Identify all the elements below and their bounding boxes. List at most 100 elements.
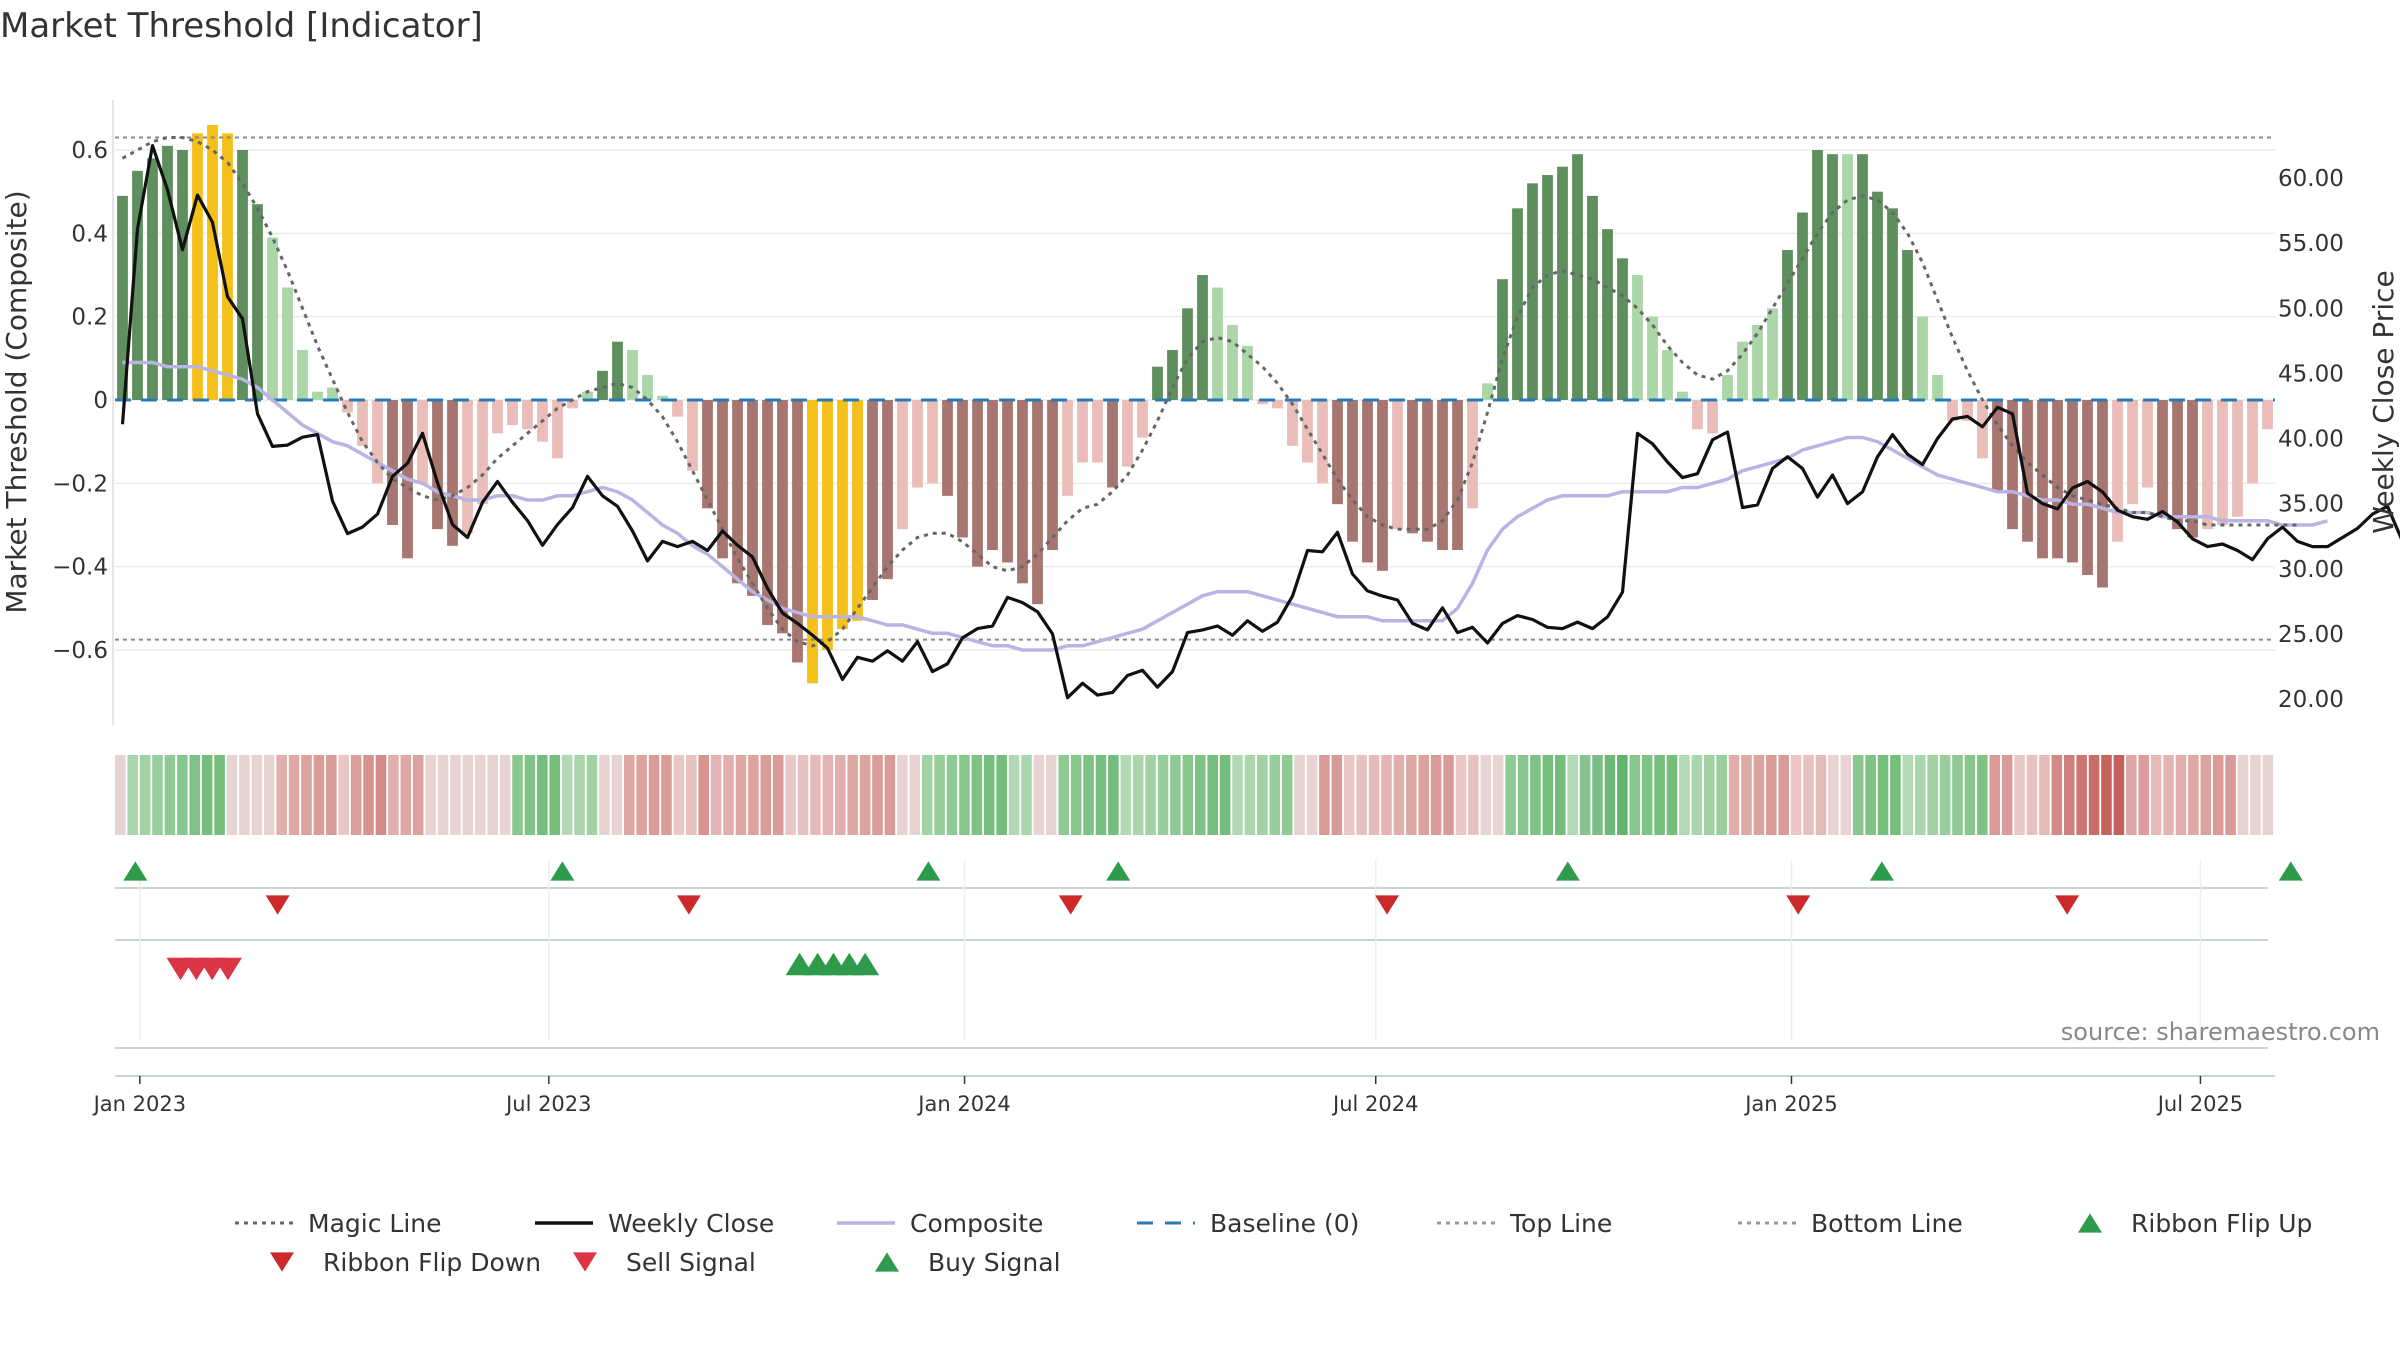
threshold-bar (1977, 400, 1988, 459)
legend-item: Magic Line (235, 1209, 442, 1238)
ribbon-cell (1852, 755, 1864, 835)
threshold-bar (447, 400, 458, 546)
threshold-bar (1032, 400, 1043, 605)
ribbon-cell (2225, 755, 2236, 835)
threshold-bar (177, 150, 188, 400)
y-tick-left: 0.4 (71, 221, 108, 247)
y-tick-right: 30.00 (2278, 557, 2344, 583)
ribbon-cell (1679, 755, 1690, 835)
ribbon-cell (921, 755, 933, 835)
ribbon-cell (611, 755, 623, 835)
threshold-bar (972, 400, 983, 567)
ribbon-cell (115, 755, 126, 835)
ribbon-cell (2212, 755, 2224, 835)
ribbon-cell (959, 755, 970, 835)
ribbon-cell (139, 755, 151, 835)
threshold-bar (1722, 375, 1733, 400)
y-tick-right: 50.00 (2278, 296, 2344, 322)
ribbon-flip-down-marker (1375, 895, 1400, 915)
threshold-bar (387, 400, 398, 525)
threshold-bar (1857, 154, 1868, 400)
ribbon-cell (1902, 755, 1914, 835)
threshold-bar (1692, 400, 1703, 430)
ribbon-cell (1828, 755, 1839, 835)
threshold-bar (267, 237, 278, 400)
y-tick-left: 0 (93, 388, 108, 414)
threshold-bar (1587, 195, 1598, 400)
threshold-bar (837, 400, 848, 630)
ribbon-cell (1542, 755, 1554, 835)
ribbon-cell (835, 755, 846, 835)
legend-label: Baseline (0) (1210, 1209, 1359, 1238)
threshold-bar (1272, 400, 1283, 409)
threshold-bar (1452, 400, 1463, 550)
ribbon-cell (1530, 755, 1541, 835)
threshold-bar (1617, 258, 1628, 400)
ribbon-cell (1046, 755, 1057, 835)
threshold-bar (1962, 400, 1973, 421)
threshold-bar (777, 400, 788, 634)
threshold-bar (1527, 183, 1538, 400)
ribbon-cell (462, 755, 474, 835)
threshold-bar (432, 400, 443, 530)
threshold-bar (957, 400, 968, 538)
legend-label: Buy Signal (928, 1248, 1061, 1277)
y-tick-left: −0.6 (52, 638, 108, 664)
x-tick-label: Jul 2025 (2156, 1092, 2243, 1116)
threshold-bar (1737, 341, 1748, 400)
axis-ticks: 0.6 0.4 0.2 0 −0.2 −0.4 −0.6 60.00 55.00 50.00 45.… (52, 100, 2344, 725)
threshold-bar (1377, 400, 1388, 571)
ribbon-cell (1356, 755, 1367, 835)
ribbon-cell (1877, 755, 1889, 835)
ribbon-cell (2076, 755, 2087, 835)
ribbon-flip-up-marker (1106, 861, 1131, 881)
legend-label: Ribbon Flip Down (323, 1248, 541, 1277)
ribbon-flip-up-marker (2278, 861, 2303, 881)
ribbon-cell (1368, 755, 1380, 835)
ribbon-cell (1666, 755, 1678, 835)
ribbon-cell (1728, 755, 1740, 835)
ribbon-flip-up-marker (916, 861, 941, 881)
threshold-bar (1437, 400, 1448, 550)
threshold-bar (2022, 400, 2033, 542)
ribbon-cell (2063, 755, 2075, 835)
threshold-bar (1887, 208, 1898, 400)
threshold-bar (1197, 275, 1208, 400)
threshold-bar (327, 387, 338, 400)
ribbon-cell (735, 755, 747, 835)
y-tick-right: 60.00 (2278, 166, 2344, 192)
ribbon-cell (2163, 755, 2174, 835)
ribbon-cell (1257, 755, 1268, 835)
ribbon-cell (1617, 755, 1628, 835)
ribbon-cell (934, 755, 945, 835)
ribbon-cell (201, 755, 213, 835)
ribbon-cell (189, 755, 201, 835)
threshold-bar (417, 400, 428, 484)
ribbon-cell (648, 755, 660, 835)
legend-label: Bottom Line (1811, 1209, 1963, 1238)
ribbon-cell (549, 755, 561, 835)
ribbon-cell (2250, 755, 2261, 835)
x-axis: Jan 2023 Jul 2023 Jan 2024 Jul 2024 Jan 2025… (92, 1075, 2275, 1116)
ribbon-cell (425, 755, 436, 835)
y-tick-right: 20.00 (2278, 687, 2344, 713)
ribbon-cell (1219, 755, 1231, 835)
ribbon-cell (1629, 755, 1641, 835)
ribbon-cell (1195, 755, 1206, 835)
threshold-bar (1167, 350, 1178, 400)
threshold-bar (1512, 208, 1523, 400)
ribbon-cell (2188, 755, 2199, 835)
threshold-bar (792, 400, 803, 663)
x-tick-label: Jul 2024 (1331, 1092, 1418, 1116)
threshold-bar (1932, 375, 1943, 400)
ribbon-cell (2088, 755, 2100, 835)
threshold-bar (492, 400, 503, 434)
threshold-bar (2037, 400, 2048, 559)
ribbon-flip-up-marker (1555, 861, 1580, 881)
legend-item: Sell Signal (573, 1248, 756, 1277)
signal-markers (115, 860, 2303, 1049)
ribbon-cell (375, 755, 387, 835)
ribbon-cell (251, 755, 263, 835)
ribbon-cell (797, 755, 809, 835)
ribbon-cell (909, 755, 921, 835)
